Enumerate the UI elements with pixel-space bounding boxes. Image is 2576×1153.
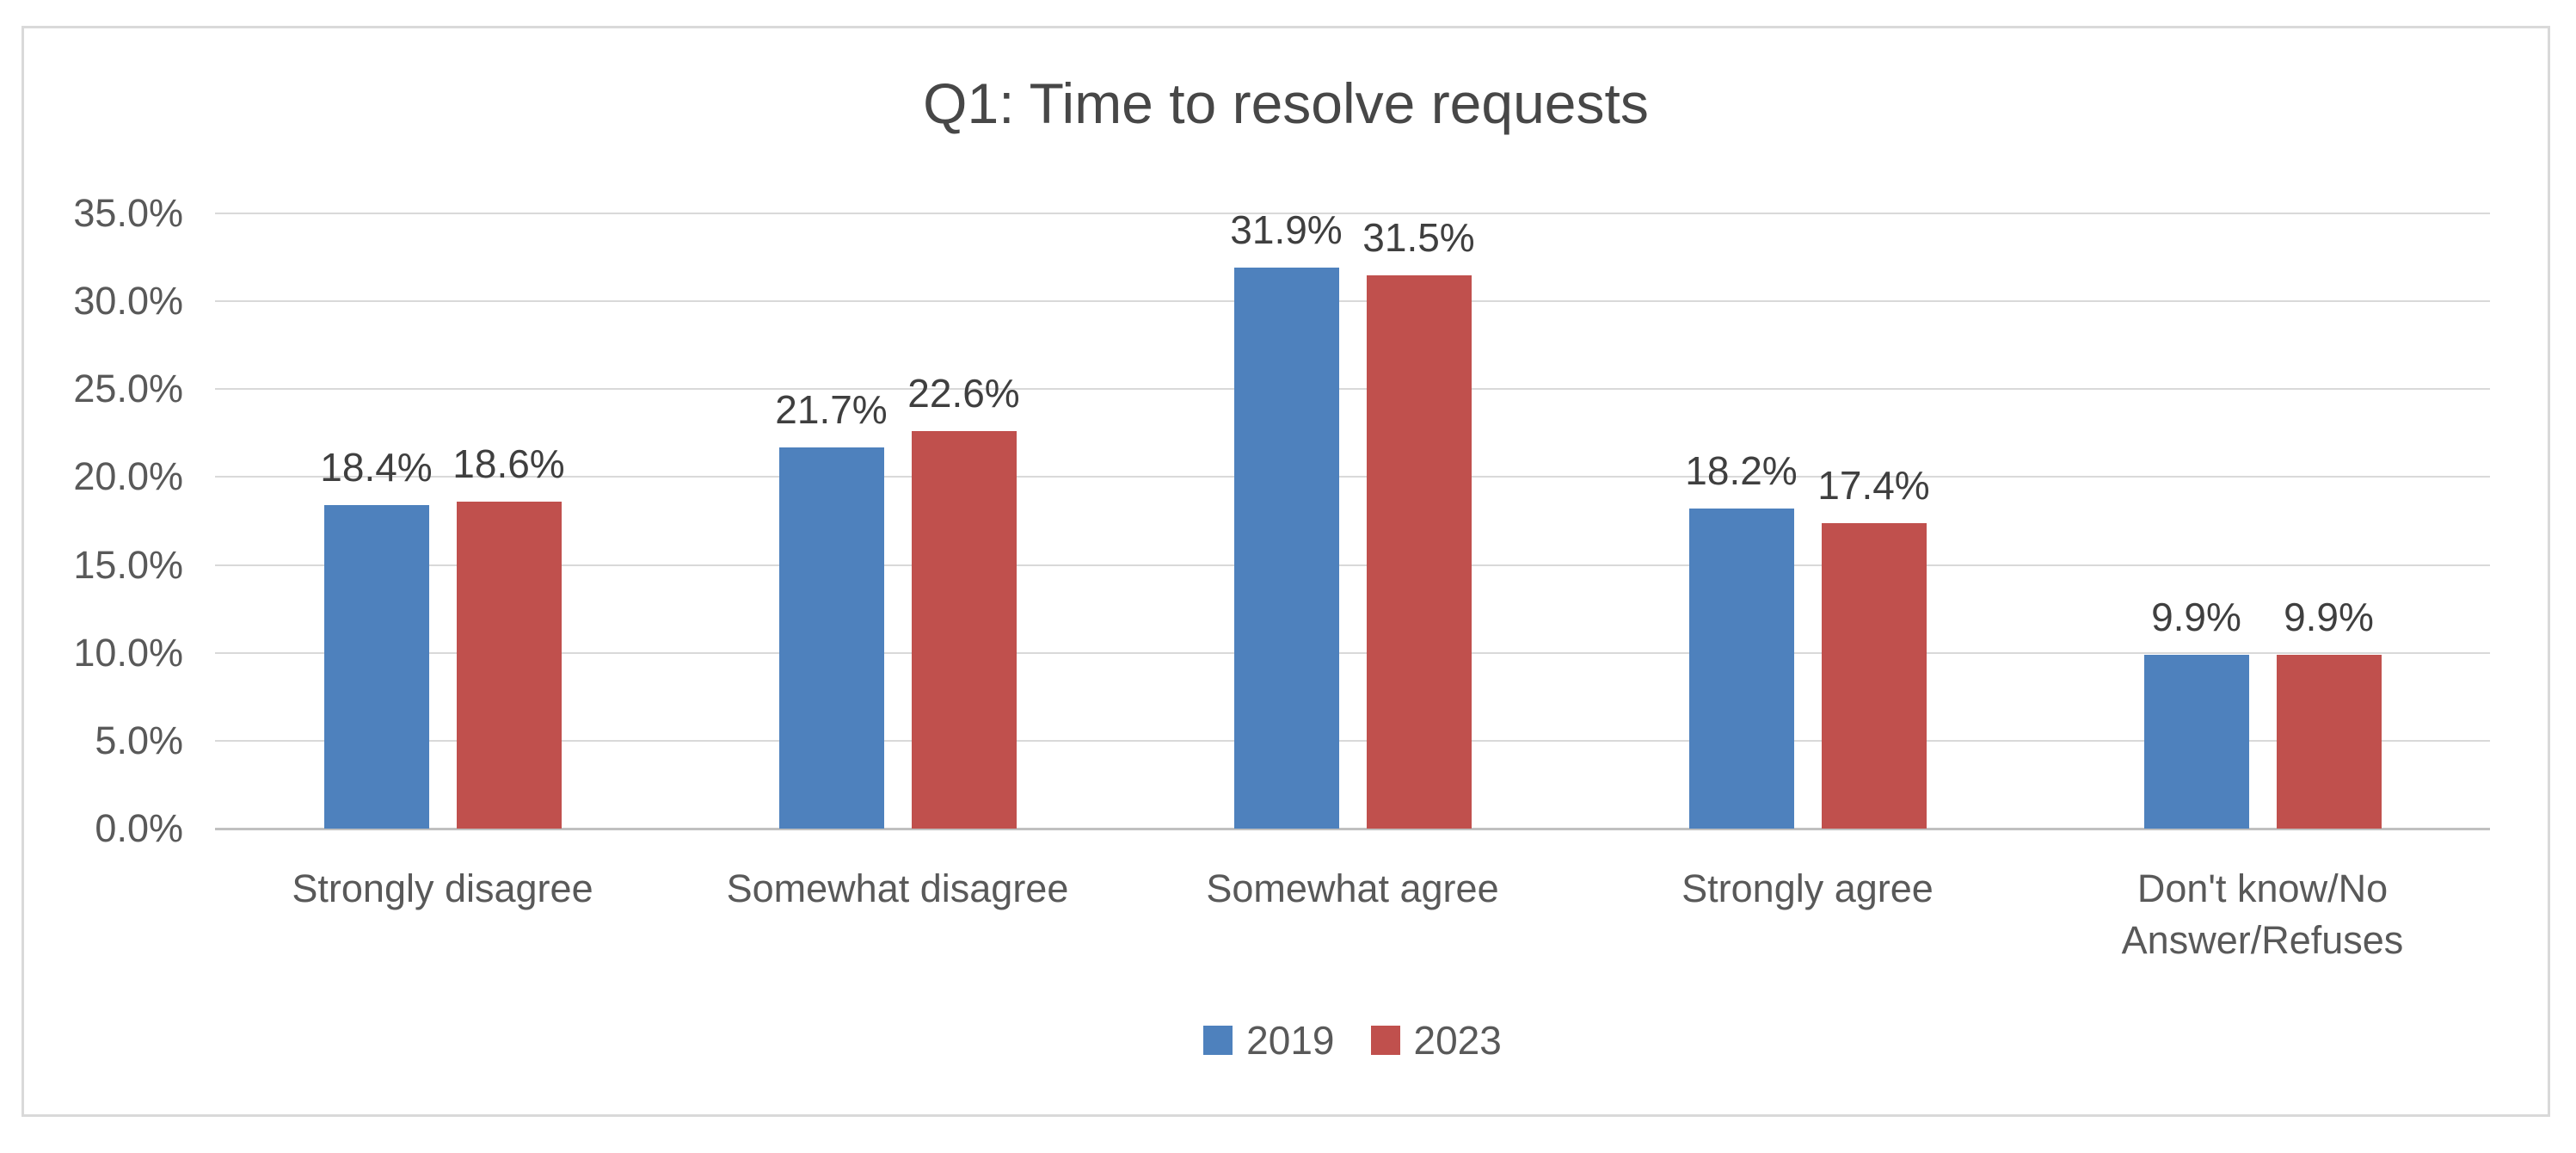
bar-2023 [1821,522,1927,829]
bar-value-label: 18.4% [320,445,433,490]
y-axis-tick-label: 20.0% [73,454,183,499]
x-axis-category-label: Somewhat agree [1206,866,1499,910]
bar-2019 [1233,268,1339,829]
bar-value-label: 17.4% [1817,462,1930,508]
x-axis-category-label: Strongly disagree [292,866,593,910]
gridline [215,476,2490,478]
bar-2023 [456,502,562,829]
gridline [215,300,2490,303]
plot-area: 35.0% 30.0% 25.0% 20.0% 15.0% 10.0% 5.0% 0.0% 18… [24,28,2548,1114]
y-axis-tick-label: 25.0% [73,367,183,411]
legend-label-2023: 2023 [1413,1018,1502,1063]
legend-swatch-2019 [1203,1026,1233,1055]
bar-2019 [1688,509,1794,829]
bar-2023 [1366,274,1472,829]
gridline [215,213,2490,214]
y-axis-tick-label: 0.0% [95,806,183,850]
gridline [215,564,2490,566]
bar-2019 [2143,654,2249,829]
bar-2019 [778,447,884,829]
gridline [215,388,2490,391]
gridline [215,739,2490,742]
x-axis-category-label: Somewhat disagree [726,866,1069,910]
bar-value-label: 9.9% [2284,594,2374,639]
y-axis-tick-label: 5.0% [95,718,183,762]
bar-value-label: 22.6% [907,371,1020,416]
bar-value-label: 18.2% [1685,448,1798,494]
legend: 2019 2023 [215,1014,2490,1067]
chart-frame: Q1: Time to resolve requests 35.0% 30.0% 2… [22,26,2550,1117]
bar-value-label: 9.9% [2151,594,2241,639]
bar-2019 [323,505,429,829]
bar-2023 [2276,654,2382,829]
x-axis-category-label: Strongly agree [1681,866,1934,910]
chart-inner: Q1: Time to resolve requests 35.0% 30.0% 2… [24,28,2548,1114]
legend-swatch-2023 [1370,1026,1400,1055]
bar-value-label: 21.7% [775,386,888,432]
x-axis-line [215,828,2490,830]
gridline [215,651,2490,654]
bar-2023 [911,431,1017,829]
bar-value-label: 18.6% [452,441,565,487]
y-axis-tick-label: 30.0% [73,279,183,324]
legend-item-2019: 2019 [1203,1017,1335,1064]
y-axis-tick-label: 35.0% [73,191,183,235]
bar-value-label: 31.9% [1230,207,1343,253]
chart-title: Q1: Time to resolve requests [923,71,1649,135]
bar-value-label: 31.5% [1362,214,1475,260]
legend-item-2023: 2023 [1370,1017,1502,1064]
legend-label-2019: 2019 [1246,1018,1335,1063]
x-axis-category-label: Don't know/No Answer/Refuses [2121,866,2404,962]
y-axis-tick-label: 15.0% [73,542,183,587]
y-axis-tick-label: 10.0% [73,630,183,675]
